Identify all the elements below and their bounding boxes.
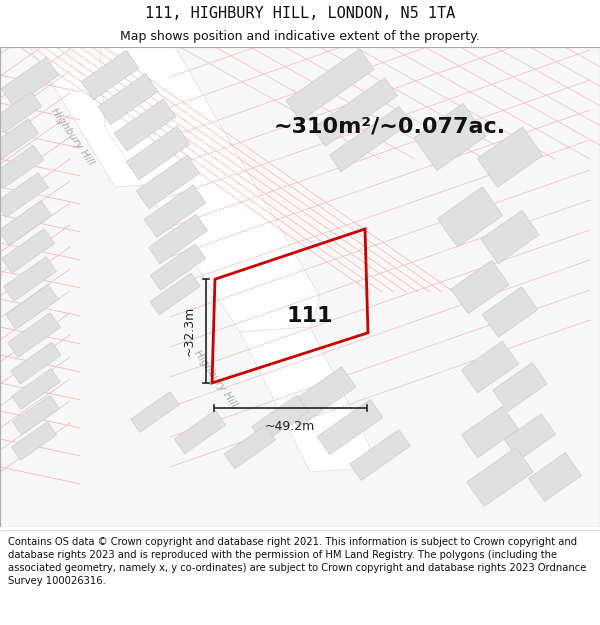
Polygon shape bbox=[144, 185, 206, 238]
Text: Map shows position and indicative extent of the property.: Map shows position and indicative extent… bbox=[120, 30, 480, 43]
Polygon shape bbox=[30, 47, 185, 187]
Polygon shape bbox=[0, 173, 49, 218]
Polygon shape bbox=[478, 127, 542, 187]
Polygon shape bbox=[1, 58, 59, 107]
Polygon shape bbox=[98, 73, 158, 124]
Polygon shape bbox=[529, 452, 581, 501]
Polygon shape bbox=[505, 414, 556, 460]
Polygon shape bbox=[0, 145, 44, 189]
Polygon shape bbox=[151, 244, 206, 290]
Polygon shape bbox=[437, 187, 503, 247]
Polygon shape bbox=[0, 119, 38, 159]
Polygon shape bbox=[414, 103, 486, 171]
Text: Contains OS data © Crown copyright and database right 2021. This information is : Contains OS data © Crown copyright and d… bbox=[8, 537, 586, 586]
Polygon shape bbox=[126, 126, 190, 180]
Polygon shape bbox=[240, 327, 380, 472]
Polygon shape bbox=[114, 99, 176, 151]
Polygon shape bbox=[350, 429, 410, 481]
Polygon shape bbox=[461, 406, 518, 458]
Polygon shape bbox=[4, 257, 56, 301]
Polygon shape bbox=[482, 287, 538, 338]
Polygon shape bbox=[149, 214, 208, 264]
Text: 111, HIGHBURY HILL, LONDON, N5 1TA: 111, HIGHBURY HILL, LONDON, N5 1TA bbox=[145, 6, 455, 21]
Polygon shape bbox=[493, 362, 547, 411]
Polygon shape bbox=[12, 369, 60, 409]
Polygon shape bbox=[136, 155, 200, 209]
Polygon shape bbox=[175, 410, 226, 454]
Polygon shape bbox=[313, 78, 397, 146]
Polygon shape bbox=[5, 285, 58, 329]
Polygon shape bbox=[284, 367, 356, 428]
Polygon shape bbox=[224, 425, 275, 469]
Polygon shape bbox=[461, 341, 518, 392]
Polygon shape bbox=[8, 312, 61, 358]
Polygon shape bbox=[451, 261, 509, 314]
Text: Highbury Hill: Highbury Hill bbox=[49, 107, 95, 168]
Polygon shape bbox=[11, 342, 61, 384]
Text: ~32.3m: ~32.3m bbox=[182, 306, 196, 356]
Polygon shape bbox=[286, 49, 374, 121]
Polygon shape bbox=[317, 399, 383, 454]
Polygon shape bbox=[2, 229, 55, 273]
Polygon shape bbox=[11, 422, 56, 460]
Polygon shape bbox=[252, 395, 308, 443]
Text: Highbury Hill: Highbury Hill bbox=[191, 349, 238, 409]
Polygon shape bbox=[0, 92, 41, 132]
Polygon shape bbox=[150, 273, 200, 315]
Text: ~49.2m: ~49.2m bbox=[265, 420, 315, 433]
Polygon shape bbox=[100, 47, 320, 332]
Polygon shape bbox=[0, 201, 52, 245]
Polygon shape bbox=[329, 106, 410, 172]
Text: ~310m²/~0.077ac.: ~310m²/~0.077ac. bbox=[274, 117, 506, 137]
Polygon shape bbox=[13, 395, 59, 435]
Polygon shape bbox=[81, 50, 139, 100]
Polygon shape bbox=[467, 448, 533, 506]
Polygon shape bbox=[131, 392, 179, 432]
Polygon shape bbox=[481, 211, 539, 264]
Text: 111: 111 bbox=[287, 306, 333, 326]
